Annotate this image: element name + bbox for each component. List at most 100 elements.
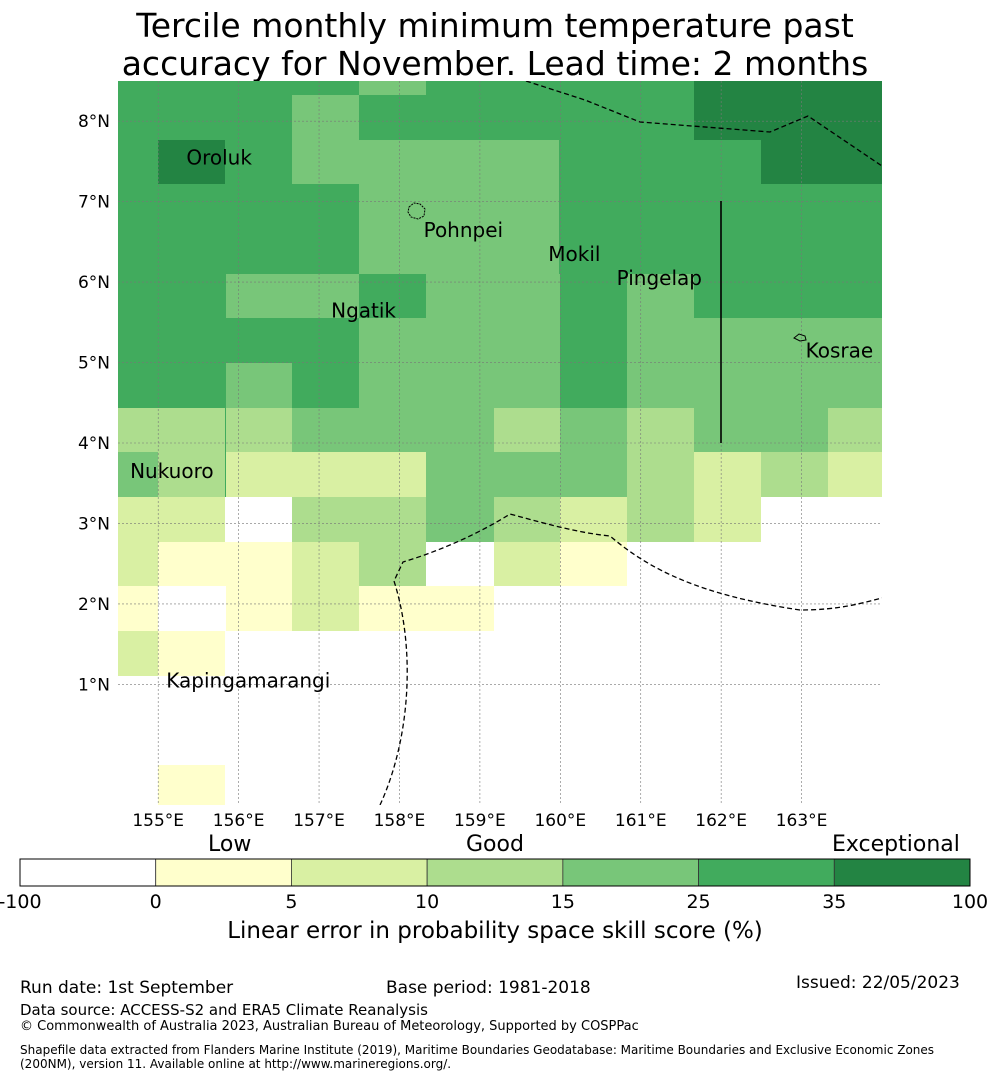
- skill-cell: [292, 95, 359, 184]
- eez-boundary-north: [525, 81, 882, 167]
- place-label: Nukuoro: [130, 459, 214, 483]
- skill-cell: [560, 408, 627, 452]
- place-labels: Oroluk Pohnpei Mokil Pingelap Ngatik Kosrae Nu…: [130, 145, 873, 692]
- colorbar-tick-label: 0: [150, 891, 162, 913]
- issued-date: Issued: 22/05/2023: [796, 973, 960, 993]
- skill-cell: [292, 497, 426, 542]
- axis-ticks: 155°E 156°E 157°E 158°E 159°E 160°E 161°E 162°E…: [78, 112, 827, 831]
- skill-cell: [627, 408, 694, 452]
- lat-tick-label: 6°N: [78, 273, 110, 293]
- skill-cell: [359, 81, 426, 95]
- category-low: Low: [208, 832, 252, 857]
- colorbar-label: Linear error in probability space skill …: [227, 918, 763, 944]
- skill-cell: [761, 140, 882, 184]
- skill-cell: [226, 363, 292, 408]
- data-source: Data source: ACCESS-S2 and ERA5 Climate …: [20, 1001, 428, 1019]
- lat-tick-label: 3°N: [78, 514, 110, 534]
- colorbar-swatch: [291, 858, 428, 887]
- colorbar-tick-label: 100: [952, 891, 988, 913]
- lon-tick-label: 157°E: [293, 811, 345, 831]
- colorbar-swatch: [19, 858, 157, 887]
- map-title-line-1: Tercile monthly minimum temperature past: [136, 6, 854, 45]
- skill-cell: [158, 452, 225, 497]
- skill-cell: [694, 81, 882, 140]
- skill-cell: [292, 586, 359, 631]
- skill-cell: [226, 274, 359, 318]
- eez-boundary-south: [379, 513, 882, 805]
- lon-tick-label: 160°E: [534, 811, 586, 831]
- skill-cell: [359, 318, 560, 408]
- place-label: Pohnpei: [424, 218, 504, 242]
- lat-tick-label: 1°N: [78, 675, 110, 695]
- colorbar-tick-label: 5: [285, 891, 297, 913]
- lon-tick-label: 163°E: [776, 811, 828, 831]
- place-label: Pingelap: [617, 266, 702, 290]
- place-label: Oroluk: [186, 145, 252, 169]
- skill-cell: [158, 542, 292, 586]
- skill-cell: [118, 452, 158, 497]
- run-date: Run date: 1st September: [20, 978, 234, 998]
- skill-cell: [118, 408, 225, 452]
- lon-tick-label: 161°E: [615, 811, 667, 831]
- skill-cell: [226, 586, 292, 631]
- colorbar-tick-label: -100: [0, 891, 42, 913]
- skill-cell: [494, 542, 560, 586]
- skill-cell: [118, 497, 225, 542]
- colorbar-tick-label: 35: [822, 891, 846, 913]
- skill-cell: [359, 586, 494, 631]
- base-period: Base period: 1981-2018: [386, 978, 591, 998]
- skill-cell: [158, 140, 225, 184]
- skill-cell: [158, 765, 225, 805]
- colorbar-swatch: [833, 858, 971, 887]
- place-label: Mokil: [548, 242, 600, 266]
- skill-cell: [158, 631, 225, 676]
- lon-tick-label: 158°E: [374, 811, 426, 831]
- skill-cell: [494, 408, 560, 452]
- colorbar-tick-label: 15: [551, 891, 575, 913]
- skill-cell: [226, 452, 426, 497]
- shapefile-credit-line-2: (200NM), version 11. Available online at…: [20, 1057, 452, 1071]
- skill-cell: [828, 452, 882, 497]
- skill-cell: [292, 542, 359, 586]
- map-title-line-2: accuracy for November. Lead time: 2 mont…: [121, 44, 869, 83]
- skill-cell: [694, 408, 828, 452]
- skill-cell: [560, 497, 627, 542]
- lat-tick-label: 7°N: [78, 193, 110, 213]
- skill-cell: [627, 318, 882, 408]
- skill-cell: [359, 542, 426, 586]
- lon-tick-label: 155°E: [132, 811, 184, 831]
- skill-cell: [694, 497, 761, 542]
- place-label: Kosrae: [806, 338, 874, 362]
- graticule: [118, 81, 882, 805]
- skill-cell: [627, 452, 694, 542]
- skill-cell: [118, 586, 158, 631]
- colorbar-tick-label: 10: [415, 891, 439, 913]
- skill-cell: [226, 408, 292, 452]
- colorbar-swatch: [698, 858, 835, 887]
- lat-tick-label: 2°N: [78, 595, 110, 615]
- skill-cell: [560, 542, 627, 586]
- skill-cell: [118, 631, 158, 676]
- colorbar-tick-label: 25: [686, 891, 710, 913]
- colorbar: -100 0 5 10 15 25 35 100: [0, 858, 988, 913]
- lat-tick-label: 5°N: [78, 354, 110, 374]
- place-label: Ngatik: [331, 298, 396, 322]
- copyright: © Commonwealth of Australia 2023, Austra…: [20, 1019, 639, 1034]
- lat-tick-label: 4°N: [78, 434, 110, 454]
- skill-cell: [694, 452, 761, 497]
- colorbar-swatch: [426, 858, 564, 887]
- boundary-lines: [379, 81, 882, 805]
- lon-tick-label: 159°E: [454, 811, 506, 831]
- lon-tick-label: 156°E: [213, 811, 265, 831]
- skill-cell: [118, 542, 158, 586]
- colorbar-swatch: [155, 858, 292, 887]
- skill-cell: [761, 452, 828, 497]
- category-good: Good: [466, 832, 524, 857]
- skill-cell: [292, 408, 494, 452]
- skill-cell: [359, 140, 559, 274]
- colorbar-swatch: [562, 858, 699, 887]
- shapefile-credit-line-1: Shapefile data extracted from Flanders M…: [20, 1043, 935, 1057]
- kosrae-island-outline: [793, 333, 807, 342]
- lon-tick-label: 162°E: [695, 811, 747, 831]
